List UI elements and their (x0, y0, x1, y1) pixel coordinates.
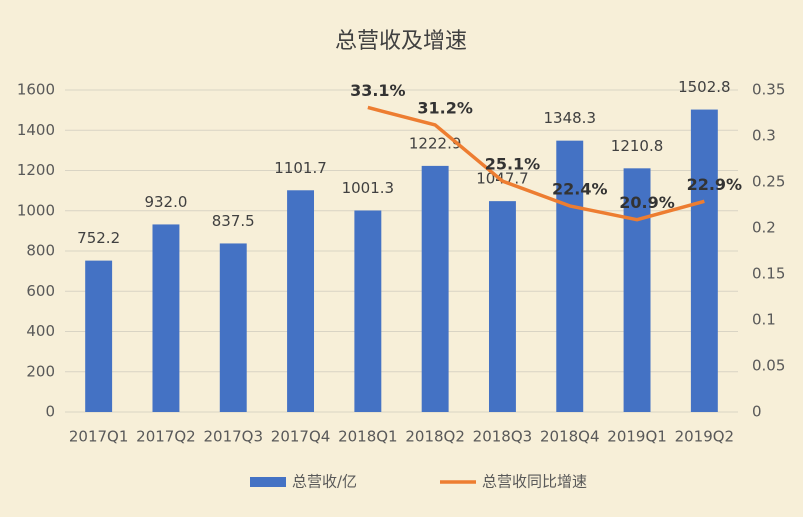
data-label: 22.9% (687, 175, 743, 194)
data-label: 1222.9 (409, 134, 462, 152)
data-label: 31.2% (417, 98, 473, 117)
line (367, 105, 705, 222)
y-tick-label: 1400 (17, 121, 55, 139)
x-tick-label: 2017Q1 (69, 428, 129, 446)
y-tick-label: 600 (26, 282, 55, 300)
y2-tick-label: 0.1 (752, 311, 776, 329)
bar (556, 140, 584, 412)
x-tick-label: 2019Q1 (607, 428, 667, 446)
data-label: 25.1% (485, 155, 541, 174)
y-tick-label: 800 (26, 242, 55, 260)
y-tick-label: 0 (45, 403, 55, 421)
y-tick-label: 1600 (17, 81, 55, 99)
y2-tick-label: 0.35 (752, 81, 785, 99)
data-label: 1047.7 (476, 170, 529, 188)
x-tick-label: 2018Q3 (473, 428, 533, 446)
y2-tick-label: 0.15 (752, 265, 785, 283)
legend-swatch (250, 477, 286, 487)
data-label: 837.5 (212, 212, 255, 230)
data-label: 932.0 (144, 193, 187, 211)
y2-tick-label: 0.3 (752, 127, 776, 145)
y-tick-label: 1000 (17, 201, 55, 219)
y-tick-label: 1200 (17, 161, 55, 179)
x-tick-label: 2017Q2 (136, 428, 196, 446)
x-tick-label: 2018Q1 (338, 428, 398, 446)
y2-tick-label: 0 (752, 403, 762, 421)
data-label: 1348.3 (544, 109, 597, 127)
bar (488, 201, 516, 412)
data-label: 22.4% (552, 179, 608, 198)
bar (219, 243, 247, 412)
x-tick-label: 2018Q2 (405, 428, 465, 446)
data-label: 1210.8 (611, 137, 664, 155)
y2-tick-label: 0.05 (752, 357, 785, 375)
bar (85, 260, 113, 412)
bar (623, 168, 651, 412)
bar (152, 224, 180, 412)
y2-tick-label: 0.25 (752, 173, 785, 191)
data-label: 20.9% (619, 193, 675, 212)
y-tick-label: 200 (26, 362, 55, 380)
chart-title: 总营收及增速 (335, 29, 467, 54)
x-tick-label: 2017Q3 (203, 428, 263, 446)
y-tick-label: 400 (26, 322, 55, 340)
data-label: 1502.8 (678, 78, 731, 96)
bar (690, 109, 718, 413)
bar (421, 165, 449, 412)
x-tick-label: 2018Q4 (540, 428, 600, 446)
legend-label: 总营收/亿 (292, 473, 357, 491)
x-tick-label: 2017Q4 (271, 428, 331, 446)
y2-tick-label: 0.2 (752, 219, 776, 237)
bar (287, 190, 315, 412)
data-label: 1001.3 (342, 179, 395, 197)
legend-label: 总营收同比增速 (482, 473, 587, 491)
data-label: 1101.7 (274, 159, 327, 177)
data-label: 752.2 (77, 229, 120, 247)
bar (354, 210, 382, 412)
x-tick-label: 2019Q2 (675, 428, 735, 446)
data-label: 33.1% (350, 81, 406, 100)
